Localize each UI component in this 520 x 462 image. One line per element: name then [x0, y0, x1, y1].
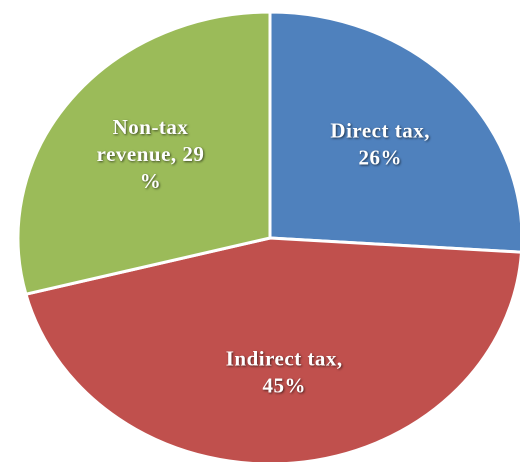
slice-label: Non-tax revenue, 29 %	[96, 114, 205, 194]
slice-label: Direct tax, 26%	[330, 118, 430, 171]
slice-label: Indirect tax, 45%	[225, 346, 343, 398]
pie-slice	[16, 10, 272, 296]
pie-slice	[268, 10, 520, 254]
pie-slice	[24, 236, 520, 462]
